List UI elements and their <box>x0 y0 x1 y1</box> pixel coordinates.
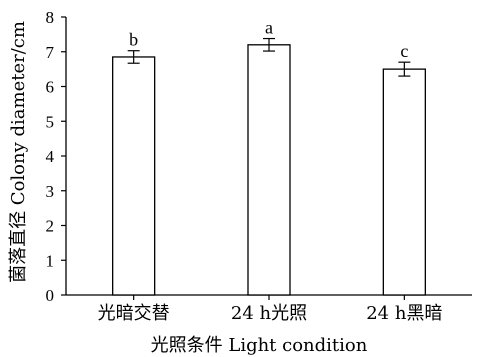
y-tick-label: 5 <box>46 112 55 131</box>
y-tick-label: 7 <box>46 43 55 62</box>
y-axis-label: 菌落直径 Colony diameter/cm <box>8 21 29 283</box>
y-axis-ticks: 0 1 2 3 4 5 6 7 8 <box>46 8 66 305</box>
bars: b a c <box>112 18 426 296</box>
y-tick-label: 4 <box>46 147 55 166</box>
x-tick-label: 24 h光照 <box>231 303 307 324</box>
y-tick-label: 0 <box>46 286 55 305</box>
y-tick-label: 3 <box>46 182 55 201</box>
y-tick-label: 8 <box>46 8 55 27</box>
bar <box>112 56 156 296</box>
y-tick-label: 6 <box>46 78 55 97</box>
x-axis-tick-labels: 光暗交替 24 h光照 24 h黑暗 <box>98 295 442 324</box>
bar <box>382 68 426 296</box>
significance-label: b <box>129 30 138 50</box>
bar <box>247 44 291 296</box>
y-tick-label: 1 <box>46 251 55 270</box>
x-tick-label: 24 h黑暗 <box>366 303 442 324</box>
significance-label: c <box>400 41 408 61</box>
x-axis-label: 光照条件 Light condition <box>151 335 368 356</box>
y-tick-label: 2 <box>46 217 55 236</box>
x-tick-label: 光暗交替 <box>98 303 170 324</box>
significance-label: a <box>265 18 273 38</box>
